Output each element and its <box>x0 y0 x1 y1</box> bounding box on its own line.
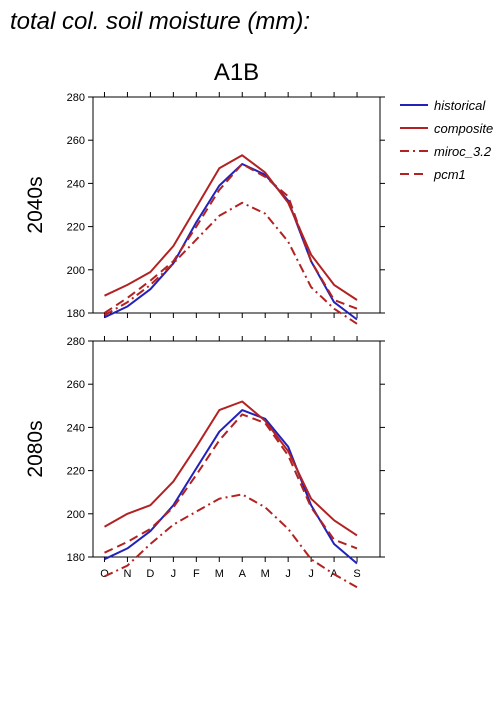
x-tick-label: S <box>353 568 360 580</box>
y-tick-label: 200 <box>67 265 85 277</box>
x-tick-label: F <box>193 568 200 580</box>
y-tick-label: 280 <box>67 336 85 348</box>
panel-label: 2080s <box>24 420 47 477</box>
x-tick-label: J <box>308 568 314 580</box>
y-tick-label: 260 <box>67 135 85 147</box>
series-line-miroc-3-2 <box>104 201 358 325</box>
x-tick-label: M <box>215 568 224 580</box>
legend-entry: miroc_3.2 <box>434 144 492 159</box>
x-tick-label: N <box>123 568 131 580</box>
legend-entry: pcm1 <box>433 167 466 182</box>
legend-entry: historical <box>434 98 486 113</box>
y-tick-label: 220 <box>67 466 85 478</box>
series-line-historical <box>104 409 358 565</box>
x-tick-label: O <box>100 568 109 580</box>
y-tick-label: 280 <box>67 92 85 104</box>
y-tick-label: 240 <box>67 178 85 190</box>
y-tick-label: 240 <box>67 422 85 434</box>
x-tick-label: J <box>171 568 177 580</box>
y-tick-label: 220 <box>67 222 85 234</box>
y-tick-label: 180 <box>67 552 85 564</box>
series-line-historical <box>104 163 358 321</box>
legend-entry: composite <box>434 121 493 136</box>
series-line-miroc-3-2 <box>104 493 358 589</box>
plot-frame <box>92 96 381 314</box>
series-line-composite <box>104 154 358 301</box>
x-tick-label: A <box>239 568 247 580</box>
x-tick-label: M <box>261 568 270 580</box>
x-tick-label: J <box>285 568 291 580</box>
chart-title: A1B <box>214 59 259 86</box>
y-tick-label: 180 <box>67 308 85 320</box>
plot-frame <box>92 340 381 558</box>
series-line-pcm1 <box>103 163 358 314</box>
y-tick-label: 260 <box>67 379 85 391</box>
page-title: total col. soil moisture (mm): <box>10 8 311 35</box>
panel-label: 2040s <box>24 176 47 233</box>
y-tick-label: 200 <box>67 509 85 521</box>
series-line-composite <box>104 400 358 537</box>
series-line-pcm1 <box>104 413 358 554</box>
x-tick-label: D <box>146 568 154 580</box>
